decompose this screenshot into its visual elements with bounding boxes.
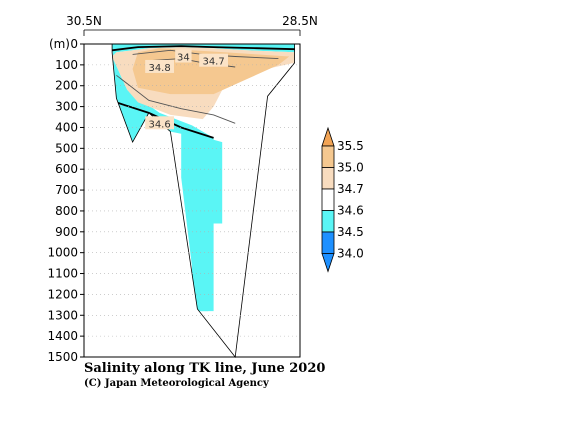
chart-credit: (C) Japan Meteorological Agency [84,378,270,389]
contour-label-bg-1 [199,53,228,67]
contour-label-bg-2 [145,59,174,73]
legend-label-1: 35.0 [337,161,364,175]
legend: 35.5 35.0 34.7 34.6 34.5 34.0 [321,126,364,273]
contour-label-3: 34.6 [148,119,170,130]
y-tick-label-900: 900 [55,225,78,239]
legend-swatch-4 [321,231,335,254]
contour-label-bg-0 [175,49,192,63]
y-axis: 0 100 200 300 400 500 600 700 800 900 1000 1100 1200… [47,37,84,364]
legend-label-5: 34.0 [337,247,364,261]
y-tick-label-0: 0 [70,37,78,51]
plot-frame [83,43,301,358]
region-34.5-34.6-1 [192,133,223,312]
legend-bottom-arrow [321,253,335,273]
y-tick-label-500: 500 [55,141,78,155]
y-tick-label-1200: 1200 [47,287,78,301]
y-tick-label-400: 400 [55,120,78,134]
x-axis-top: 30.5N 28.5N [66,14,318,36]
y-tick-label-1300: 1300 [47,308,78,322]
contour-line-34.6-1 [116,74,236,124]
seafloor-outline [111,44,296,359]
y-tick-label-200: 200 [55,79,78,93]
contour-label-1: 34.7 [202,57,224,68]
y-tick-label-700: 700 [55,183,78,197]
legend-swatch-3 [321,210,335,233]
contour-line-34.5-0 [111,45,295,52]
y-tick-label-1100: 1100 [47,267,78,281]
contour-label-bg-3 [145,116,174,130]
x-end-label: 28.5N [282,14,318,28]
y-tick-label-1500: 1500 [47,350,78,364]
y-tick-label-300: 300 [55,100,78,114]
y-tick-label-1400: 1400 [47,329,78,343]
grid-lines [84,64,300,337]
y-tick-label-100: 100 [55,58,78,72]
y-tick-label-1000: 1000 [47,246,78,260]
x-start-label: 30.5N [66,14,102,28]
legend-label-3: 34.6 [337,204,364,218]
plot-area: 34 34.7 34.8 34.6 [83,43,301,359]
legend-label-0: 35.5 [337,139,364,153]
below-seafloor-mask [84,44,300,357]
y-tick-label-600: 600 [55,162,78,176]
contour-labels: 34 34.7 34.8 34.6 [145,49,228,130]
chart-title: Salinity along TK line, June 2020 [84,361,325,376]
legend-label-2: 34.7 [337,182,364,196]
contour-label-0: 34 [177,53,190,64]
legend-swatch-1 [321,167,335,190]
y-unit-label: (m) [49,37,70,51]
contour-label-2: 34.8 [148,63,170,74]
legend-label-4: 34.5 [337,225,364,239]
region-34.7-35.0-3 [132,48,290,95]
legend-swatch-0 [321,145,335,168]
y-tick-label-800: 800 [55,204,78,218]
legend-swatch-2 [321,188,335,211]
